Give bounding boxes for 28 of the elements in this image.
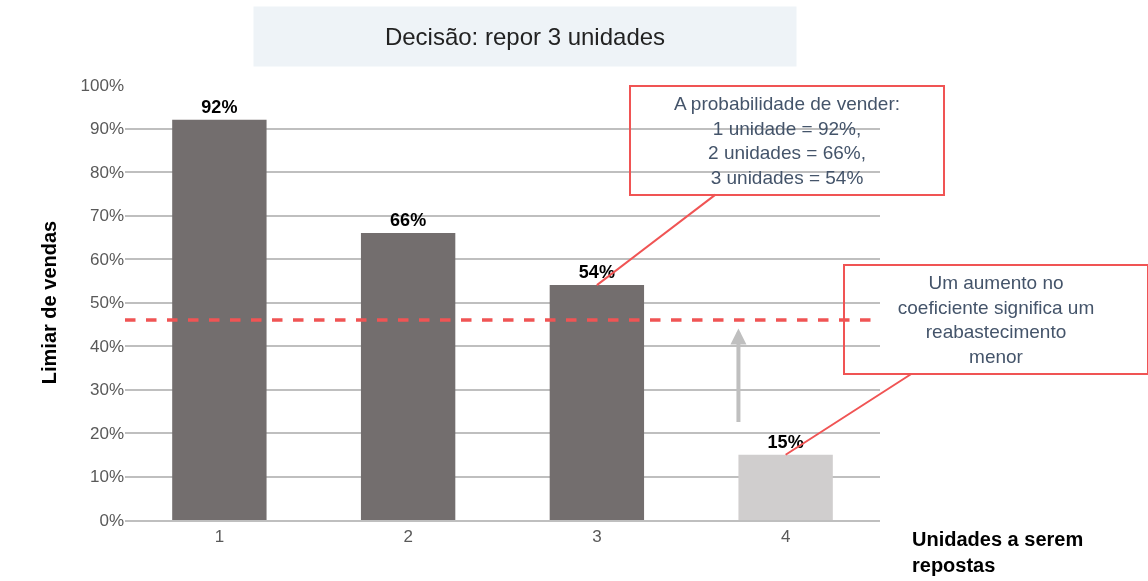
- y-tick-label: 70%: [89, 206, 124, 226]
- chart-title: Decisão: repor 3 unidades: [384, 23, 666, 50]
- y-tick-label: 90%: [89, 119, 124, 139]
- x-tick-label: 1: [214, 527, 225, 547]
- data-label: 54%: [578, 262, 615, 283]
- y-tick-label: 0%: [99, 510, 124, 530]
- bar: [172, 119, 267, 520]
- data-label: 66%: [390, 209, 427, 230]
- data-label: 15%: [767, 431, 804, 452]
- x-tick-label: 2: [403, 527, 413, 547]
- y-tick-label: 10%: [89, 467, 124, 487]
- y-tick-label: 20%: [89, 423, 124, 443]
- y-tick-label: 40%: [89, 336, 124, 356]
- y-tick-label: 100%: [80, 75, 124, 95]
- x-tick-label: 4: [780, 527, 791, 547]
- data-label: 92%: [201, 96, 238, 117]
- y-tick-label: 60%: [89, 249, 124, 269]
- x-axis-title: Unidades a serem repostas: [912, 528, 1084, 576]
- y-axis-title: Limiar de vendas: [38, 220, 61, 385]
- y-tick-label: 50%: [89, 293, 124, 313]
- y-tick-label: 80%: [89, 162, 124, 182]
- y-tick-label: 30%: [89, 380, 124, 400]
- annotation: Um aumento no coeficiente significa um reabastecimento menor: [897, 272, 1095, 368]
- bar: [360, 232, 456, 520]
- bar: [738, 454, 833, 520]
- bar: [549, 285, 645, 520]
- annotation: A probabilidade de vender: 1 unidade = 92%, 2 unidades = 66%, 3 unidades = 54%: [673, 93, 901, 189]
- x-tick-label: 3: [592, 527, 602, 547]
